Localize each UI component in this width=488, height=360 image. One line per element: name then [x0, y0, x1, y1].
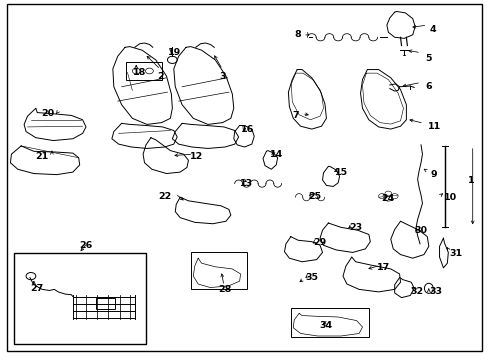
Bar [126, 62, 161, 80]
Text: 30: 30 [413, 226, 427, 235]
Text: 32: 32 [409, 287, 423, 296]
Text: 4: 4 [429, 25, 435, 34]
Text: 3: 3 [219, 72, 225, 81]
Text: 6: 6 [424, 82, 430, 91]
Bar [14, 253, 146, 344]
Text: 12: 12 [189, 152, 203, 161]
Bar [290, 309, 368, 337]
Text: 14: 14 [270, 150, 283, 159]
Text: 22: 22 [158, 192, 171, 201]
Text: 28: 28 [218, 285, 231, 294]
Text: 35: 35 [305, 273, 318, 282]
Bar [96, 298, 115, 309]
Text: 26: 26 [79, 241, 92, 250]
Text: 15: 15 [334, 168, 347, 177]
Text: 9: 9 [430, 170, 436, 179]
Text: 20: 20 [41, 109, 54, 118]
Text: 25: 25 [307, 192, 320, 201]
Text: 18: 18 [133, 68, 146, 77]
Text: 17: 17 [376, 264, 389, 273]
Text: 10: 10 [443, 193, 456, 202]
Text: 19: 19 [167, 48, 181, 57]
Text: 7: 7 [292, 111, 299, 120]
Text: 1: 1 [467, 176, 474, 185]
Bar [190, 252, 246, 289]
Text: 21: 21 [35, 152, 48, 161]
Text: 31: 31 [448, 249, 462, 258]
Text: 27: 27 [30, 284, 43, 293]
Text: 24: 24 [380, 194, 393, 203]
Text: 23: 23 [348, 223, 362, 232]
Text: 29: 29 [312, 238, 325, 247]
Text: 33: 33 [429, 287, 442, 296]
Text: 13: 13 [239, 179, 252, 188]
Text: 11: 11 [427, 122, 440, 131]
Text: 5: 5 [424, 54, 430, 63]
Text: 34: 34 [319, 321, 332, 330]
Text: 8: 8 [294, 30, 301, 39]
Text: 2: 2 [157, 72, 163, 81]
Text: 16: 16 [241, 125, 254, 134]
